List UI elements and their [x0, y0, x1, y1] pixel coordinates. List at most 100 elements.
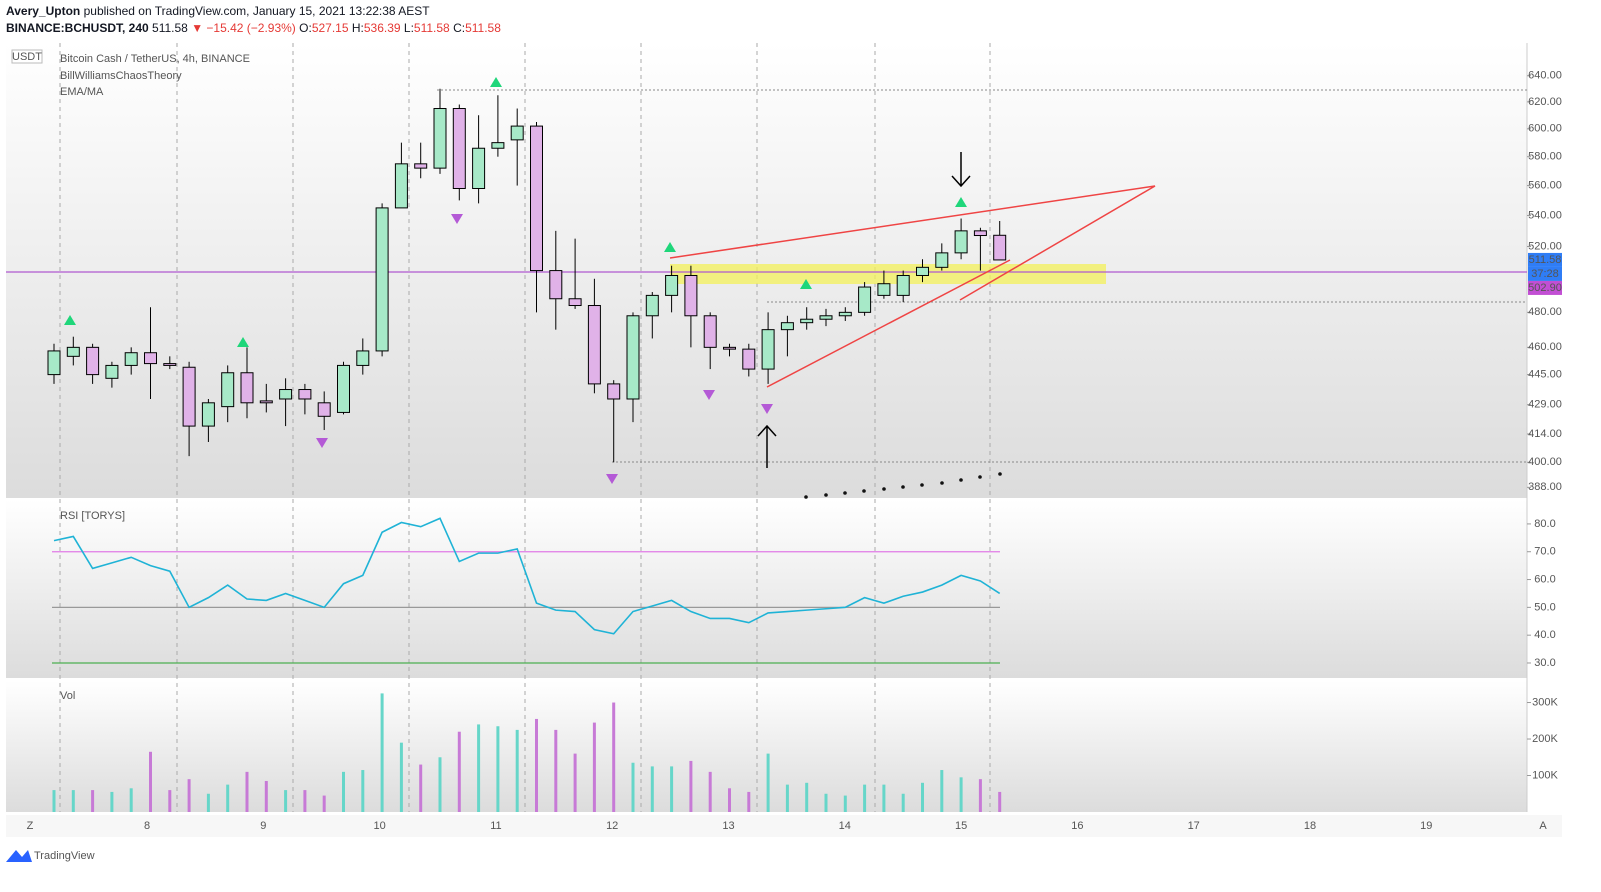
volume-bar — [978, 779, 982, 812]
y-tick-label: 80.0 — [1534, 518, 1555, 530]
y-tick-label: 560.00 — [1528, 179, 1562, 191]
countdown: 37:28 — [1531, 268, 1559, 280]
wedge-upper — [669, 185, 1156, 301]
symbol: BINANCE:BCHUSDT, 240 — [6, 21, 149, 35]
volume-bar — [361, 770, 365, 812]
volume-bar — [245, 771, 249, 812]
header-line: Avery_Upton published on TradingView.com… — [6, 4, 430, 18]
logo — [6, 850, 32, 862]
ohlc-o: 527.15 — [312, 21, 349, 35]
candle-body — [124, 352, 138, 366]
rsi-title: RSI [TORYS] — [60, 510, 125, 522]
candle-body — [259, 400, 273, 404]
volume-bar — [959, 777, 963, 812]
candle-body — [452, 108, 466, 190]
y-tick-label: 400.00 — [1528, 456, 1562, 468]
x-tick-label: 12 — [606, 820, 618, 832]
x-tick-label: 8 — [144, 820, 150, 832]
down-arrow — [951, 152, 971, 188]
y-tick-label: 40.0 — [1534, 629, 1555, 641]
volume-bar — [785, 784, 789, 812]
candle-body — [916, 266, 929, 276]
candle-body — [182, 366, 196, 427]
auto-button[interactable]: A — [1539, 820, 1547, 832]
volume-bar — [91, 790, 95, 812]
volume-bar — [554, 729, 558, 812]
wedge-lower — [766, 259, 1011, 388]
x-tick-label: 16 — [1071, 820, 1083, 832]
price-tag-bg — [1528, 252, 1562, 267]
volume-bar — [496, 726, 500, 812]
volume-bar — [419, 764, 423, 812]
highlight-zone — [670, 264, 1106, 284]
candle-body — [973, 230, 987, 237]
candle-body — [549, 270, 563, 300]
symbol-line: BINANCE:BCHUSDT, 240 511.58 ▼ −15.42 (−2… — [6, 21, 501, 35]
indicator: BillWilliamsChaosTheory — [60, 70, 182, 82]
footer: TradingView — [34, 850, 95, 862]
candle-body — [375, 207, 389, 352]
y-tick-label: 620.00 — [1528, 96, 1562, 108]
time-axis — [6, 815, 1562, 837]
candle-body — [433, 108, 447, 169]
candle-body — [935, 252, 949, 268]
candle-body — [877, 283, 891, 296]
candle-body — [472, 147, 486, 190]
candle-body — [356, 350, 370, 366]
candle-body — [645, 294, 659, 317]
indicator: EMA/MA — [60, 86, 104, 98]
y-tick-label: 640.00 — [1528, 70, 1562, 82]
candle-body — [66, 346, 80, 357]
volume-bar — [728, 788, 731, 812]
x-tick-label: 19 — [1420, 820, 1432, 832]
volume-bar — [187, 779, 191, 812]
volume-bar — [863, 784, 867, 812]
rsi-line — [53, 517, 1001, 635]
y-tick-label: 60.0 — [1534, 573, 1555, 585]
volume-bar — [805, 782, 809, 812]
candle-body — [838, 311, 852, 317]
candle-body — [105, 364, 119, 379]
volume-bar — [129, 788, 133, 812]
candle-body — [607, 383, 621, 400]
volume-bar — [515, 729, 519, 812]
candle-body — [394, 163, 408, 209]
candle-body — [723, 346, 736, 350]
chart-title: Bitcoin Cash / TetherUS, 4h, BINANCE — [60, 53, 250, 65]
volume-bar — [71, 790, 75, 812]
volume-bar — [766, 753, 770, 812]
volume-bar — [457, 731, 461, 812]
volume-bar — [303, 790, 307, 812]
ohlc-h: 536.39 — [364, 21, 401, 35]
candle-body — [317, 402, 331, 417]
candle-body — [665, 274, 679, 296]
volume-bar — [747, 791, 751, 812]
countdown-bg — [1528, 266, 1562, 281]
candle-body — [201, 402, 215, 427]
candle-body — [742, 348, 756, 370]
volume-bar — [399, 742, 403, 812]
volume-bar — [901, 793, 905, 812]
y-tick-label: 520.00 — [1528, 240, 1562, 252]
ohlc-l-label: L: — [404, 21, 414, 35]
volume-bar — [824, 793, 828, 812]
volume-bar — [592, 722, 596, 812]
y-tick-label: 388.00 — [1528, 481, 1562, 493]
volume-bar — [921, 782, 924, 812]
x-tick-label: 13 — [722, 820, 734, 832]
candle-body — [819, 315, 833, 320]
volume-bar — [708, 771, 712, 812]
volume-bar — [322, 795, 326, 812]
y-tick-label: 30.0 — [1534, 657, 1555, 669]
volume-bar — [670, 766, 674, 812]
volume-bar — [206, 793, 210, 812]
zoom-button[interactable]: Z — [27, 820, 34, 832]
candle-body — [954, 230, 968, 254]
price-tag: 511.58 — [1529, 254, 1562, 266]
candle-body — [491, 142, 505, 149]
candle-body — [240, 372, 254, 404]
candle-body — [86, 346, 100, 376]
y-tick-label: 429.00 — [1528, 399, 1562, 411]
y-tick-label: 200K — [1532, 733, 1558, 745]
